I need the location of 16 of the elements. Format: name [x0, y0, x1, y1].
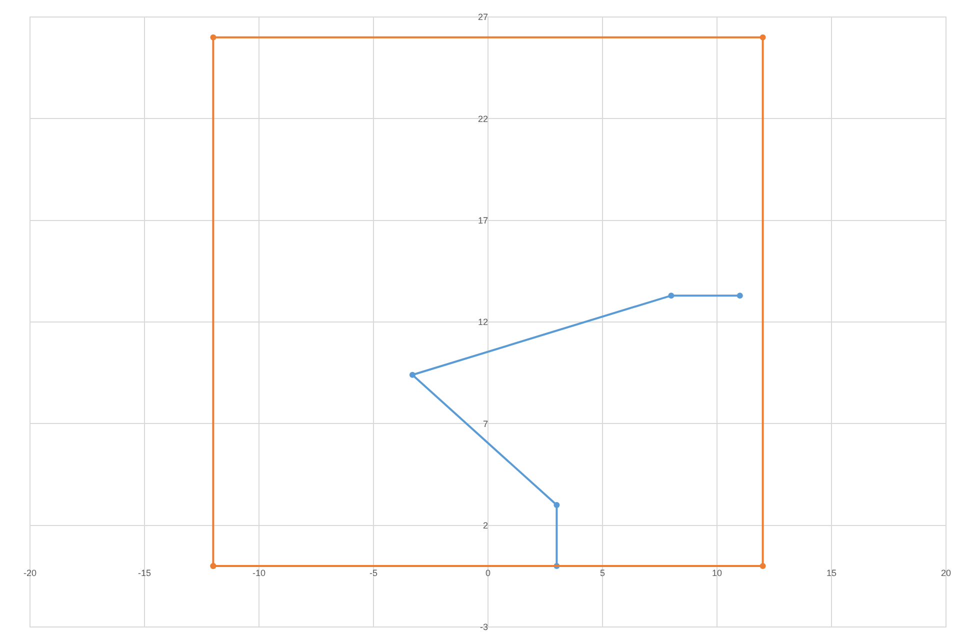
y-tick-label: 7: [482, 418, 488, 429]
x-tick-label: 20: [940, 568, 952, 578]
x-tick-label: 5: [600, 568, 606, 578]
x-tick-label: -15: [138, 568, 152, 578]
y-tick-label: 12: [478, 317, 488, 328]
x-tick-label: -10: [252, 568, 266, 578]
y-tick-label: -3: [480, 622, 488, 632]
x-tick-label: -20: [23, 568, 37, 578]
y-tick-label: 17: [478, 215, 488, 226]
x-tick-label: 10: [712, 568, 722, 578]
x-tick-label: 0: [485, 568, 491, 578]
y-tick-label: 22: [478, 114, 488, 124]
y-tick-label: 27: [478, 12, 488, 22]
x-tick-label: -5: [369, 568, 378, 578]
y-tick-label: 2: [482, 520, 488, 530]
x-tick-label: 15: [826, 568, 837, 578]
